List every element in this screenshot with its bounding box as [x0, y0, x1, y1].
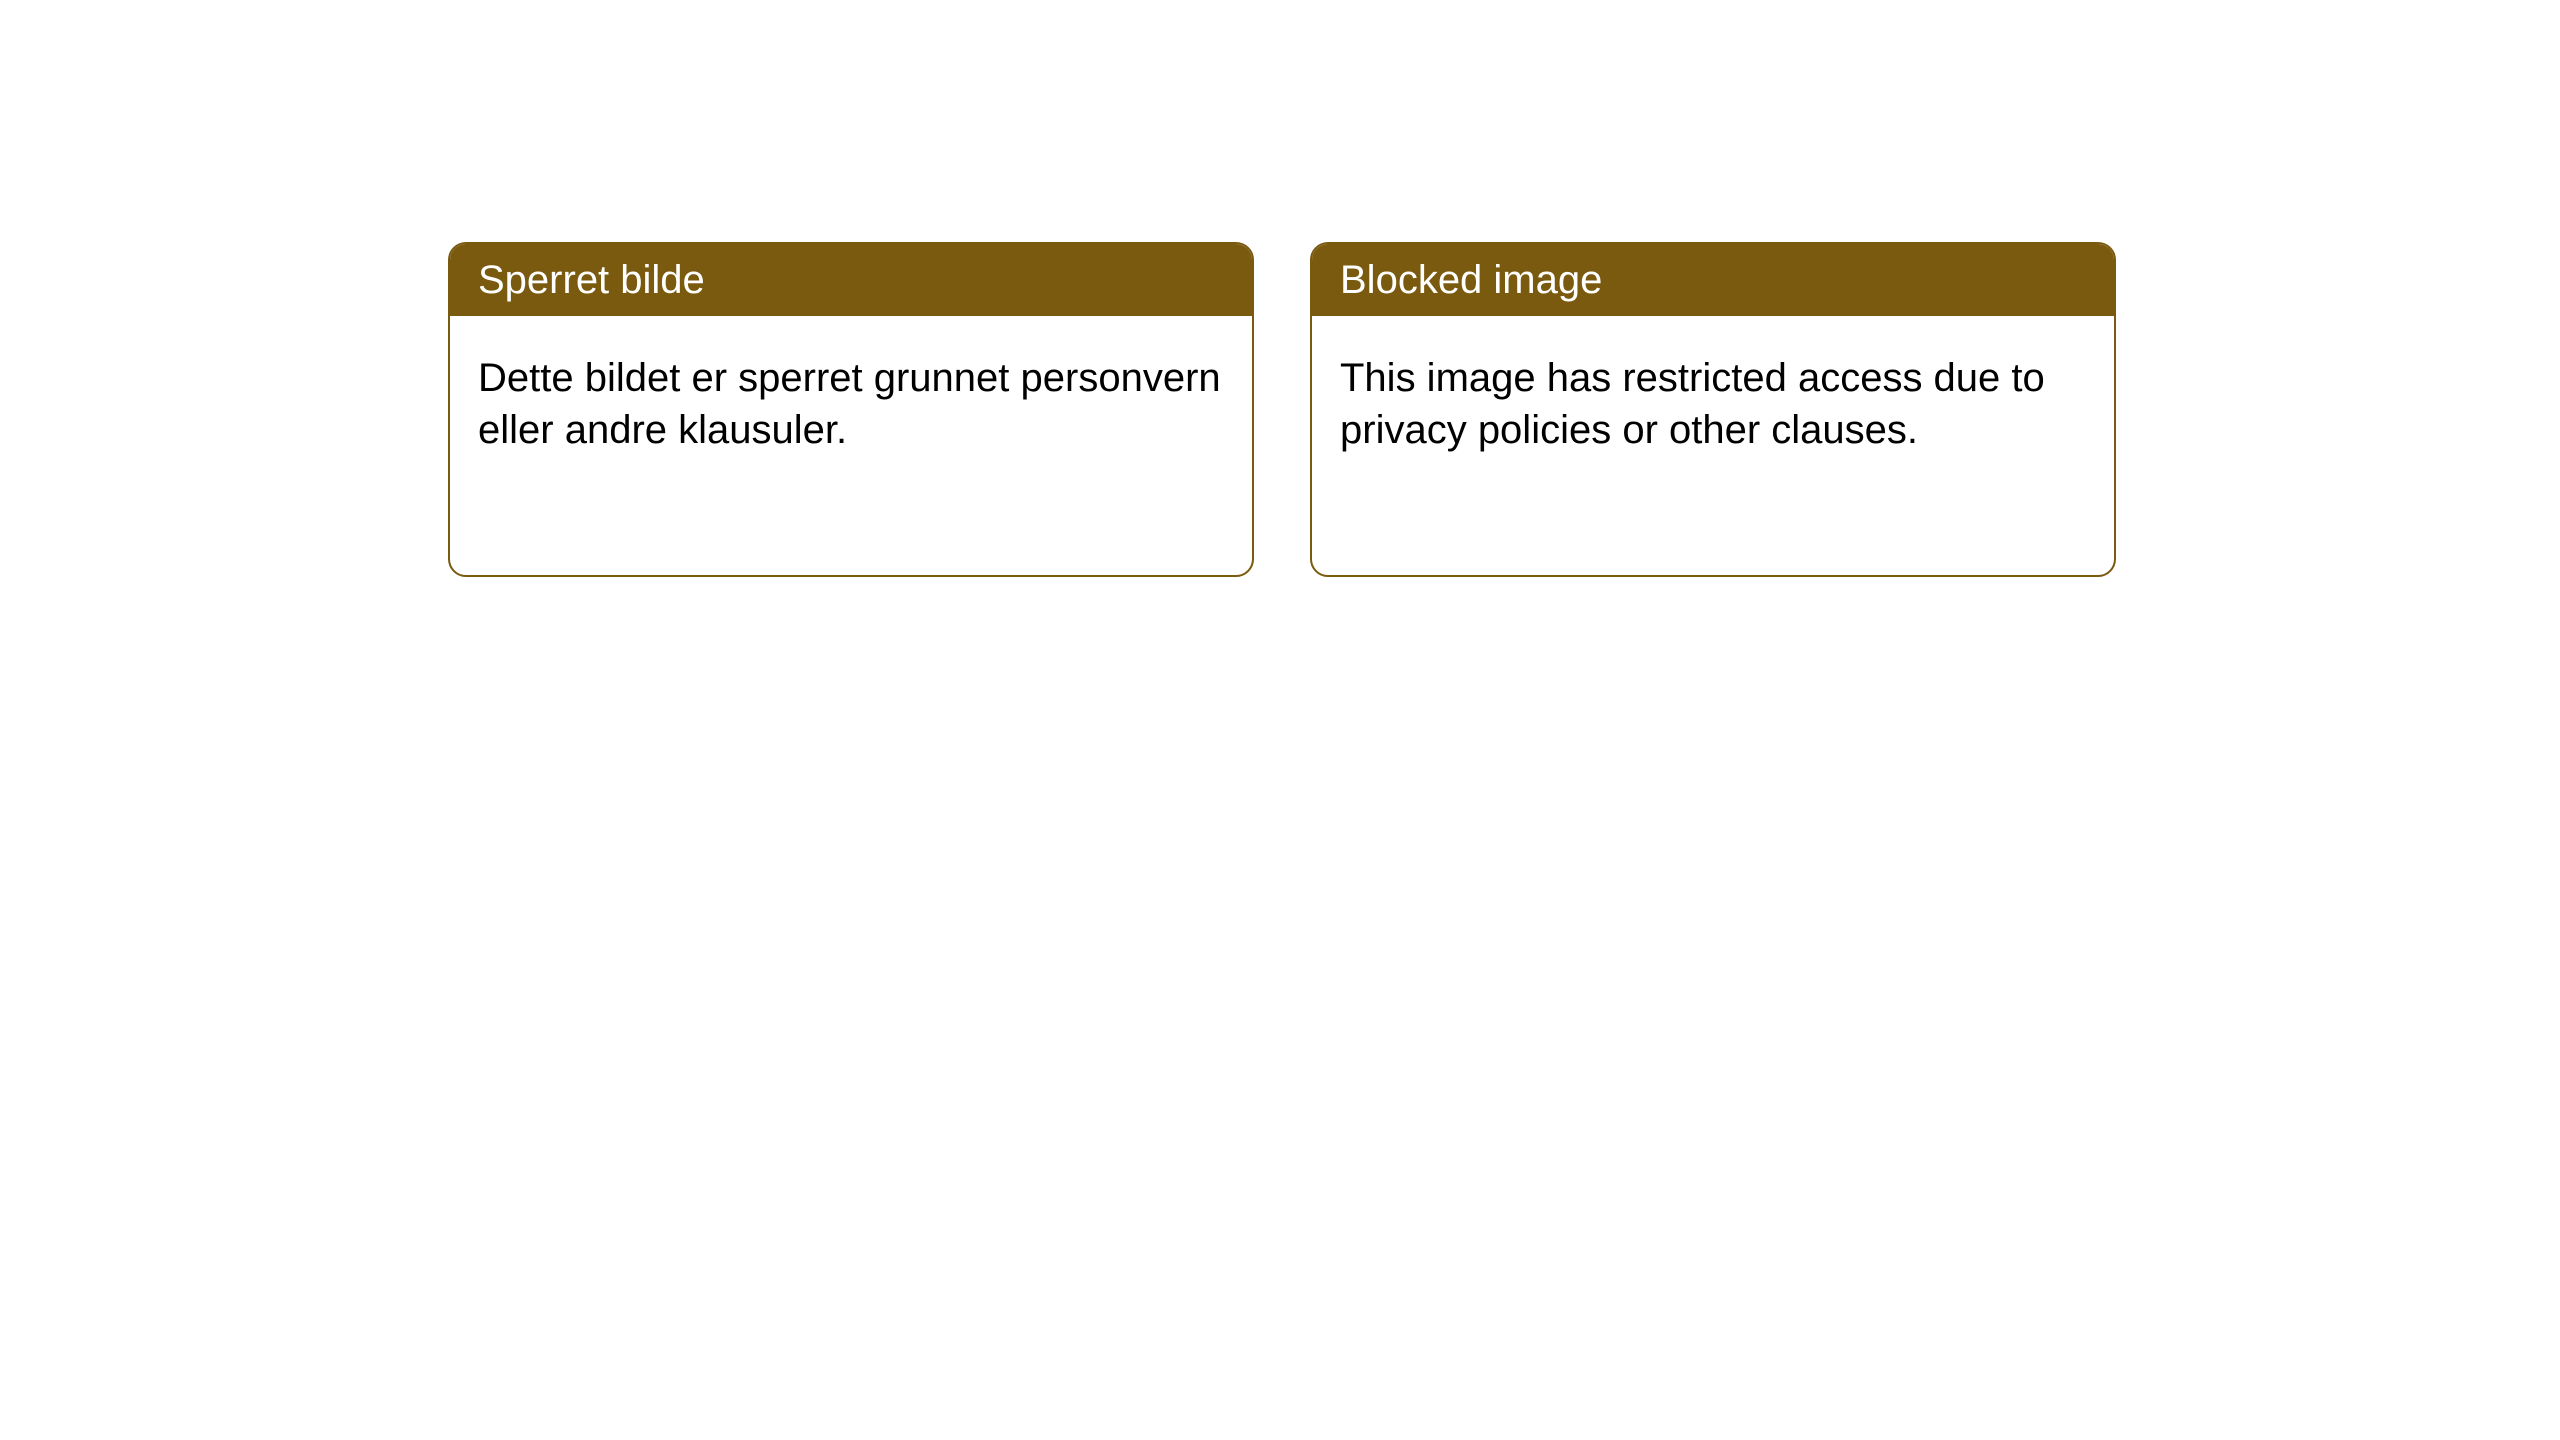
notice-title: Sperret bilde: [450, 244, 1252, 316]
notice-body: This image has restricted access due to …: [1312, 316, 2114, 492]
notice-body: Dette bildet er sperret grunnet personve…: [450, 316, 1252, 492]
notice-card-english: Blocked image This image has restricted …: [1310, 242, 2116, 577]
notice-card-norwegian: Sperret bilde Dette bildet er sperret gr…: [448, 242, 1254, 577]
notice-container: Sperret bilde Dette bildet er sperret gr…: [0, 0, 2560, 577]
notice-title: Blocked image: [1312, 244, 2114, 316]
